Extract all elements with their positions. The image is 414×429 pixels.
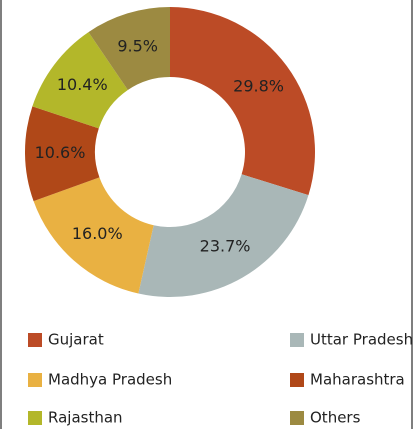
legend-label: Gujarat [48,331,104,349]
data-label: 10.6% [35,143,86,162]
legend-label: Others [310,409,361,427]
legend-swatch [28,333,42,347]
data-label: 29.8% [233,76,284,95]
data-label: 9.5% [117,36,158,55]
slice [88,7,170,90]
legend-label: Rajasthan [48,409,123,427]
legend-swatch [290,373,304,387]
legend-swatch [28,373,42,387]
legend-label: Maharashtra [310,371,405,389]
slice [24,106,100,202]
legend-swatch [290,411,304,425]
data-label: 16.0% [72,224,123,243]
legend-swatch [28,411,42,425]
slice [32,32,128,129]
legend-swatch [290,333,304,347]
legend-label: Uttar Pradesh [310,331,413,349]
slice [170,7,315,196]
slice [33,177,154,294]
data-label: 23.7% [200,237,251,256]
slice [138,174,309,297]
data-label: 10.4% [57,75,108,94]
legend-label: Madhya Pradesh [48,371,172,389]
